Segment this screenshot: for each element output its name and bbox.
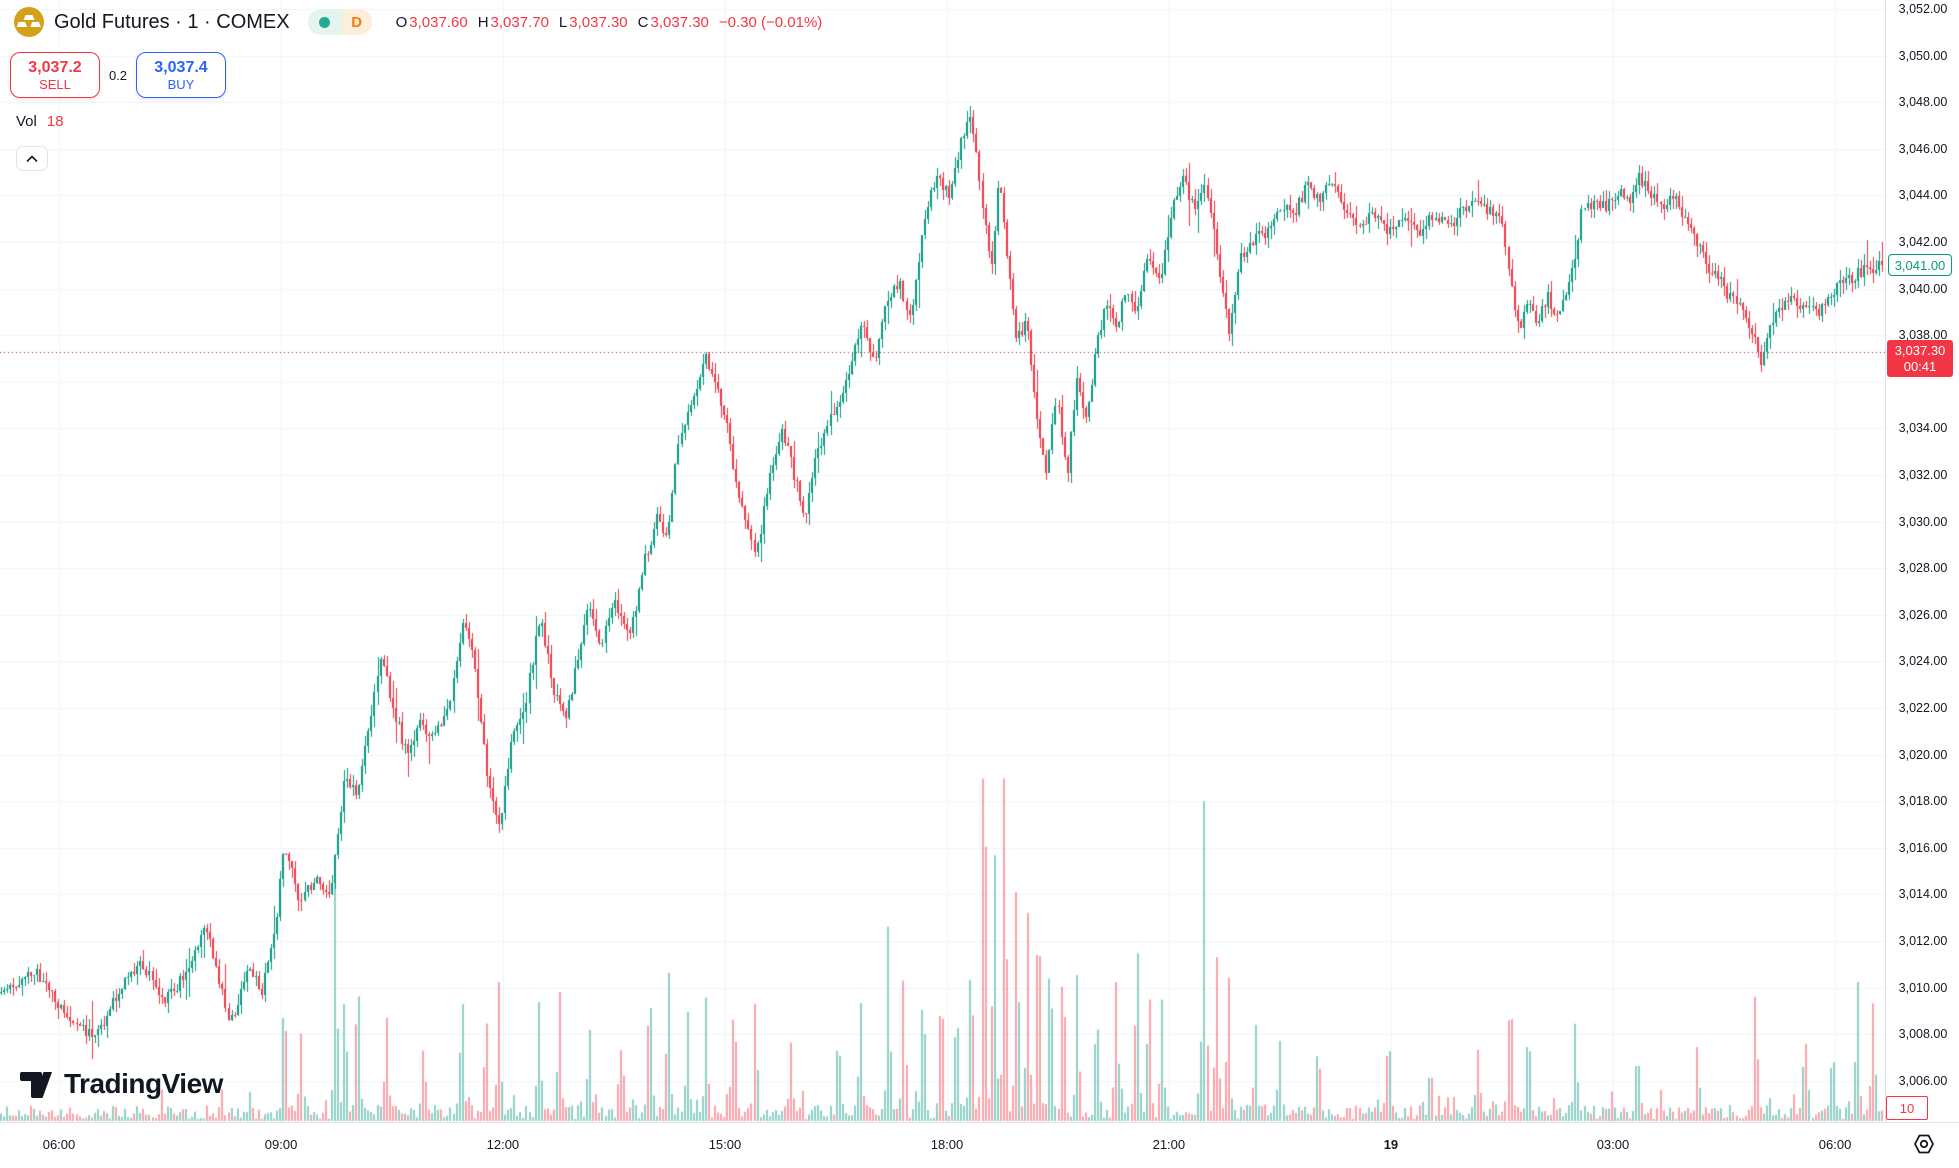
price-axis-label: 3,042.00 [1898,235,1948,249]
volume-axis-label: 10 [1886,1096,1928,1120]
price-axis-label: 3,024.00 [1898,654,1948,669]
buy-price: 3,037.4 [154,58,208,76]
time-axis-label: 18:00 [930,1137,964,1152]
price-axis-label: 3,012.00 [1898,934,1948,948]
gold-symbol-icon [14,7,44,37]
interval-status-badge: D [307,9,372,35]
ohlc-readout: O 3,037.60 H 3,037.70 L 3,037.30 C 3,037.30 … [396,14,823,31]
time-axis-label: 12:00 [486,1137,520,1152]
time-axis-label: 03:00 [1596,1137,1630,1152]
sell-label: SELL [39,76,71,92]
tradingview-logo[interactable]: TradingView [18,1068,223,1100]
countdown-time: 00:41 [1903,358,1937,374]
candlestick-chart-canvas[interactable] [0,0,1885,1122]
price-axis[interactable]: 3,041.00 3,037.30 00:41 3,052.00 3,050.00… [1885,0,1959,1122]
symbol-title[interactable]: Gold Futures · 1 · COMEX [54,10,290,33]
low-value: 3,037.30 [569,13,628,31]
time-axis-label: 06:00 [1818,1137,1852,1152]
price-axis-label: 3,008.00 [1898,1027,1948,1042]
time-axis[interactable]: 06:00 09:00 12:00 15:00 18:00 21:00 19 03:00 06:… [0,1122,1959,1168]
time-axis-label: 21:00 [1152,1137,1186,1152]
axis-settings-button[interactable] [1910,1131,1938,1157]
price-axis-label: 3,010.00 [1898,980,1948,995]
interval-d-badge[interactable]: D [341,9,372,35]
trade-panel: 3,037.2 SELL 0.2 3,037.4 BUY [10,52,226,98]
sell-price: 3,037.2 [28,58,82,76]
time-axis-label: 09:00 [264,1137,298,1152]
price-axis-label: 3,020.00 [1898,747,1948,762]
tradingview-logo-icon [20,1072,52,1098]
price-axis-label: 3,052.00 [1898,2,1948,16]
current-price-countdown-label: 3,037.30 00:41 [1887,340,1953,377]
legend-collapse-button[interactable] [16,146,48,171]
gear-icon [1914,1134,1934,1154]
price-axis-label: 3,030.00 [1898,514,1948,529]
price-axis-label: 3,032.00 [1898,468,1948,482]
open-label: O [395,13,408,31]
tradingview-logo-text: TradingView [64,1068,223,1099]
last-price-label: 3,041.00 [1888,254,1952,277]
price-axis-label: 3,046.00 [1898,141,1948,156]
price-axis-label: 3,040.00 [1898,281,1948,296]
market-status-indicator [307,9,342,35]
buy-label: BUY [167,76,195,92]
volume-value: 18 [46,113,64,130]
price-axis-label: 3,022.00 [1898,701,1948,715]
high-value: 3,037.70 [490,13,549,31]
open-value: 3,037.60 [409,13,468,31]
price-axis-label: 3,018.00 [1898,794,1948,809]
market-open-dot-icon [319,16,331,28]
price-axis-label: 3,048.00 [1898,95,1948,110]
close-value: 3,037.30 [650,13,709,31]
price-axis-label: 3,026.00 [1898,607,1948,622]
sell-button[interactable]: 3,037.2 SELL [10,52,100,98]
price-axis-label: 3,028.00 [1898,561,1948,576]
chart-legend: Gold Futures · 1 · COMEX D O 3,037.60 H 3,… [14,7,822,37]
time-axis-label: 19 [1383,1137,1399,1152]
countdown-price: 3,037.30 [1894,342,1946,358]
spread-value: 0.2 [108,67,128,83]
price-axis-label: 3,038.00 [1898,328,1948,343]
price-axis-label: 3,014.00 [1898,887,1948,902]
volume-legend: Vol 18 [16,113,64,130]
buy-button[interactable]: 3,037.4 BUY [136,52,226,98]
price-axis-label: 3,016.00 [1898,840,1948,855]
volume-label: Vol [16,113,37,130]
price-axis-label: 3,050.00 [1898,48,1948,63]
low-label: L [558,13,568,31]
price-axis-label: 3,006.00 [1898,1073,1948,1088]
close-label: C [637,13,649,31]
price-axis-label: 3,034.00 [1898,421,1948,436]
price-axis-label: 3,044.00 [1898,188,1948,203]
time-axis-label: 15:00 [708,1137,742,1152]
time-axis-label: 06:00 [42,1137,76,1152]
change-value: −0.30 (−0.01%) [718,13,823,31]
high-label: H [477,13,489,31]
chevron-up-icon [26,154,38,162]
